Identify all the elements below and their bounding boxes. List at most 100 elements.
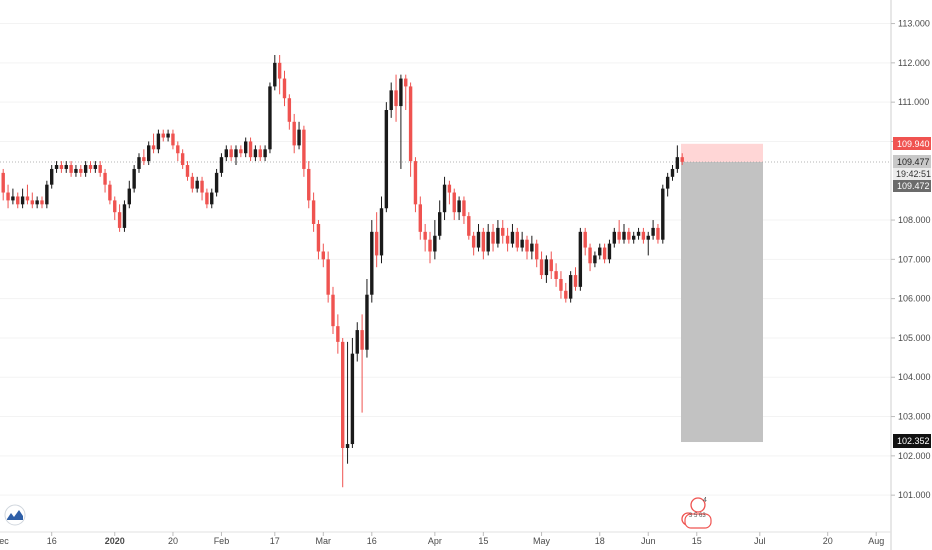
- candle[interactable]: [355, 322, 359, 362]
- candle[interactable]: [442, 176, 447, 221]
- candle[interactable]: [404, 74, 408, 111]
- candle[interactable]: [88, 161, 93, 173]
- candle[interactable]: [50, 165, 54, 189]
- candle[interactable]: [535, 239, 539, 268]
- candle[interactable]: [6, 184, 10, 209]
- candle[interactable]: [476, 223, 481, 252]
- candle[interactable]: [273, 54, 277, 91]
- candle[interactable]: [200, 176, 204, 201]
- candle[interactable]: [578, 227, 583, 291]
- candle[interactable]: [544, 255, 549, 283]
- candle[interactable]: [651, 220, 655, 240]
- candle[interactable]: [190, 172, 195, 193]
- candle[interactable]: [244, 137, 248, 158]
- candle[interactable]: [83, 161, 88, 177]
- candle[interactable]: [30, 192, 34, 209]
- time-axis[interactable]: ec 16 2020 20 Feb 17 Mar 16 Apr 15 May 18 Jun 15 Jul 20…: [0, 532, 884, 546]
- candle[interactable]: [229, 145, 233, 162]
- candle[interactable]: [341, 337, 345, 488]
- candle[interactable]: [176, 141, 180, 162]
- candle[interactable]: [195, 176, 199, 193]
- candle[interactable]: [59, 161, 64, 173]
- candle[interactable]: [180, 149, 185, 169]
- candle[interactable]: [418, 196, 422, 240]
- candle[interactable]: [205, 188, 209, 209]
- candle[interactable]: [35, 196, 39, 209]
- candle[interactable]: [98, 161, 102, 177]
- economic-events-icon[interactable]: 4 3 5 63: [681, 497, 712, 529]
- candle[interactable]: [69, 161, 73, 177]
- candle[interactable]: [379, 196, 384, 264]
- candle[interactable]: [641, 227, 646, 244]
- candle[interactable]: [142, 149, 146, 166]
- candle[interactable]: [171, 129, 175, 150]
- candle[interactable]: [234, 145, 238, 166]
- candle[interactable]: [646, 231, 650, 256]
- candle[interactable]: [505, 227, 510, 252]
- candle[interactable]: [559, 271, 563, 299]
- candle[interactable]: [185, 161, 190, 181]
- candle[interactable]: [210, 188, 214, 209]
- candle[interactable]: [374, 212, 379, 268]
- candle[interactable]: [501, 220, 505, 244]
- candle[interactable]: [665, 172, 670, 197]
- candle[interactable]: [127, 180, 131, 209]
- candle[interactable]: [467, 212, 471, 240]
- candle[interactable]: [632, 231, 636, 244]
- candle[interactable]: [627, 227, 631, 244]
- candle[interactable]: [345, 341, 350, 464]
- candle[interactable]: [268, 82, 272, 154]
- candle[interactable]: [593, 251, 597, 268]
- candle[interactable]: [675, 145, 680, 173]
- candle[interactable]: [360, 314, 364, 413]
- candle[interactable]: [302, 125, 306, 177]
- candle[interactable]: [311, 192, 316, 232]
- candle[interactable]: [588, 243, 592, 272]
- candle[interactable]: [530, 235, 534, 260]
- candle[interactable]: [122, 200, 127, 232]
- candle[interactable]: [11, 188, 15, 205]
- candle[interactable]: [297, 121, 301, 150]
- candle[interactable]: [423, 223, 427, 252]
- candle[interactable]: [117, 204, 122, 232]
- candle[interactable]: [336, 314, 340, 354]
- candle[interactable]: [617, 220, 621, 244]
- candle[interactable]: [471, 231, 476, 256]
- candle[interactable]: [433, 220, 437, 260]
- candle[interactable]: [45, 180, 49, 209]
- candle[interactable]: [389, 82, 393, 118]
- candle[interactable]: [16, 192, 20, 209]
- candle[interactable]: [598, 243, 602, 260]
- candle[interactable]: [108, 180, 112, 205]
- candle[interactable]: [239, 145, 243, 158]
- candle[interactable]: [214, 168, 219, 197]
- candle[interactable]: [452, 188, 456, 221]
- candle[interactable]: [447, 180, 452, 205]
- candle[interactable]: [292, 113, 296, 154]
- candle[interactable]: [462, 196, 466, 224]
- candle[interactable]: [496, 220, 500, 248]
- candle[interactable]: [408, 82, 413, 177]
- candle[interactable]: [137, 153, 141, 173]
- candle[interactable]: [520, 231, 524, 252]
- candle[interactable]: [263, 145, 267, 162]
- candle[interactable]: [680, 153, 684, 166]
- candle[interactable]: [277, 54, 282, 95]
- candle[interactable]: [438, 200, 442, 240]
- candle[interactable]: [428, 231, 432, 264]
- candle[interactable]: [219, 153, 224, 177]
- candle[interactable]: [549, 251, 553, 279]
- candle[interactable]: [607, 239, 612, 264]
- candle[interactable]: [113, 196, 117, 221]
- candle[interactable]: [258, 145, 262, 162]
- candle[interactable]: [568, 271, 573, 303]
- candle[interactable]: [365, 278, 369, 358]
- candle[interactable]: [481, 227, 486, 260]
- candle[interactable]: [316, 220, 321, 260]
- candle[interactable]: [132, 165, 136, 193]
- candle[interactable]: [166, 129, 170, 142]
- candle[interactable]: [583, 227, 587, 256]
- candle[interactable]: [1, 168, 5, 201]
- candle[interactable]: [161, 129, 165, 142]
